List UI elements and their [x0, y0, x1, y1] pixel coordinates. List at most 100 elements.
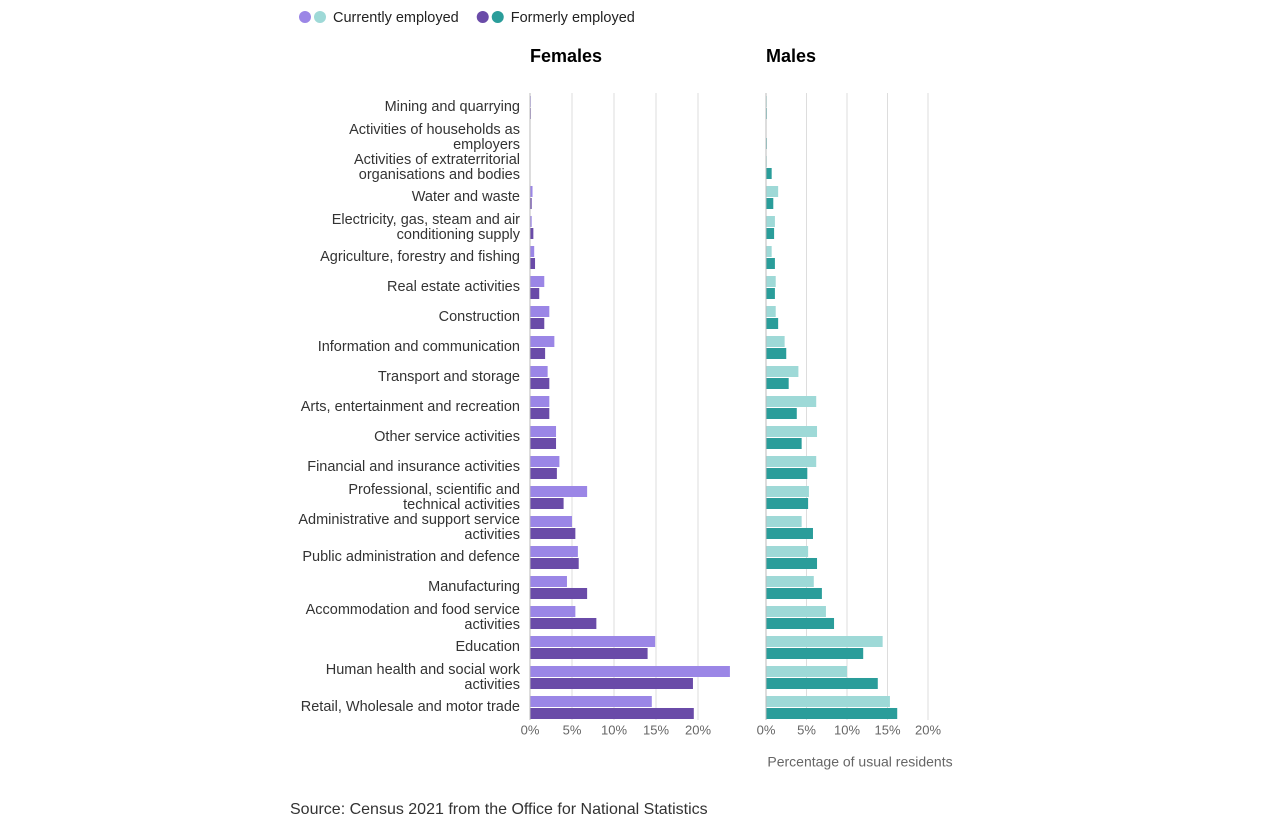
- category-label: Human health and social work activities: [325, 662, 520, 693]
- panel-title: Males: [766, 46, 816, 66]
- bar: [766, 318, 779, 329]
- bar: [530, 528, 576, 539]
- bar: [766, 426, 818, 437]
- bar: [530, 396, 550, 407]
- bar: [530, 348, 546, 359]
- bar: [530, 588, 588, 599]
- category-label: Activities of extraterritorial organisat…: [354, 152, 520, 183]
- bar: [530, 378, 550, 389]
- bar: [530, 276, 545, 287]
- category-label: Real estate activities: [387, 278, 520, 295]
- bar: [530, 228, 534, 239]
- bar: [766, 546, 809, 557]
- bar: [766, 588, 822, 599]
- x-tick-label: 20%: [685, 722, 711, 737]
- bar: [766, 678, 878, 689]
- bar: [766, 396, 817, 407]
- legend-label: Formerly employed: [511, 10, 635, 26]
- category-label: Manufacturing: [428, 578, 520, 595]
- bar: [530, 408, 550, 419]
- bar: [530, 318, 545, 329]
- bar: [530, 486, 588, 497]
- bar: [766, 666, 847, 677]
- category-label: Activities of households as employers: [349, 122, 520, 153]
- bar: [530, 648, 648, 659]
- bar: [530, 636, 656, 647]
- bar: [766, 366, 799, 377]
- x-tick-label: 0%: [521, 722, 540, 737]
- panel-title: Females: [530, 46, 602, 66]
- bar: [766, 438, 802, 449]
- category-label: Agriculture, forestry and fishing: [320, 248, 520, 265]
- x-tick-label: 0%: [757, 722, 776, 737]
- legend-swatch: [314, 11, 326, 23]
- category-label: Electricity, gas, steam and air conditio…: [331, 212, 520, 243]
- bar: [766, 708, 898, 719]
- bar: [530, 198, 532, 209]
- category-label: Information and communication: [317, 338, 520, 355]
- bar: [530, 558, 579, 569]
- bar: [766, 276, 776, 287]
- bar: [530, 288, 540, 299]
- category-label: Administrative and support service activ…: [298, 512, 520, 543]
- bar: [766, 186, 779, 197]
- bar: [530, 618, 597, 629]
- x-tick-label: 5%: [797, 722, 816, 737]
- bar: [766, 648, 864, 659]
- bar: [766, 618, 835, 629]
- bar: [766, 606, 826, 617]
- bar: [766, 378, 789, 389]
- bar: [530, 366, 548, 377]
- category-label: Construction: [438, 308, 520, 325]
- category-label: Retail, Wholesale and motor trade: [300, 698, 520, 715]
- bar: [530, 606, 576, 617]
- legend-swatch: [491, 11, 504, 23]
- bar: [766, 468, 808, 479]
- category-label: Financial and insurance activities: [307, 458, 520, 475]
- x-tick-label: 20%: [915, 722, 941, 737]
- bar: [530, 186, 533, 197]
- category-label: Accommodation and food service activitie…: [305, 602, 520, 633]
- bar: [530, 258, 536, 269]
- bar: [766, 498, 809, 509]
- bar: [766, 516, 802, 527]
- bar: [766, 306, 776, 317]
- x-tick-label: 10%: [601, 722, 627, 737]
- source: Source: Census 2021 from the Office for …: [290, 801, 708, 818]
- category-label: Education: [455, 638, 521, 655]
- category-label: Water and waste: [411, 188, 520, 205]
- bar: [530, 546, 578, 557]
- bar: [766, 246, 772, 257]
- bar: [766, 258, 775, 269]
- category-label: Mining and quarrying: [384, 98, 520, 115]
- bar: [530, 678, 693, 689]
- category-label: Professional, scientific and technical a…: [348, 482, 520, 513]
- bar: [530, 336, 555, 347]
- bar: [530, 468, 557, 479]
- bar: [530, 426, 557, 437]
- legend-label: Currently employed: [333, 10, 459, 26]
- bar: [766, 696, 890, 707]
- bar: [530, 216, 532, 227]
- bar: [766, 528, 813, 539]
- bar: [530, 306, 550, 317]
- x-tick-label: 15%: [643, 722, 669, 737]
- bar: [766, 456, 817, 467]
- category-label: Transport and storage: [377, 368, 520, 385]
- category-label: Arts, entertainment and recreation: [300, 398, 520, 415]
- bar: [766, 288, 775, 299]
- legend-swatch: [476, 11, 489, 23]
- bar: [766, 198, 774, 209]
- x-tick-label: 15%: [874, 722, 900, 737]
- category-label: Other service activities: [374, 428, 520, 445]
- bar: [530, 708, 694, 719]
- bar: [530, 456, 560, 467]
- bar: [766, 216, 775, 227]
- bar: [530, 498, 564, 509]
- bar: [530, 576, 567, 587]
- bar: [766, 228, 775, 239]
- x-tick-label: 5%: [563, 722, 582, 737]
- bar: [766, 348, 787, 359]
- bar: [766, 486, 809, 497]
